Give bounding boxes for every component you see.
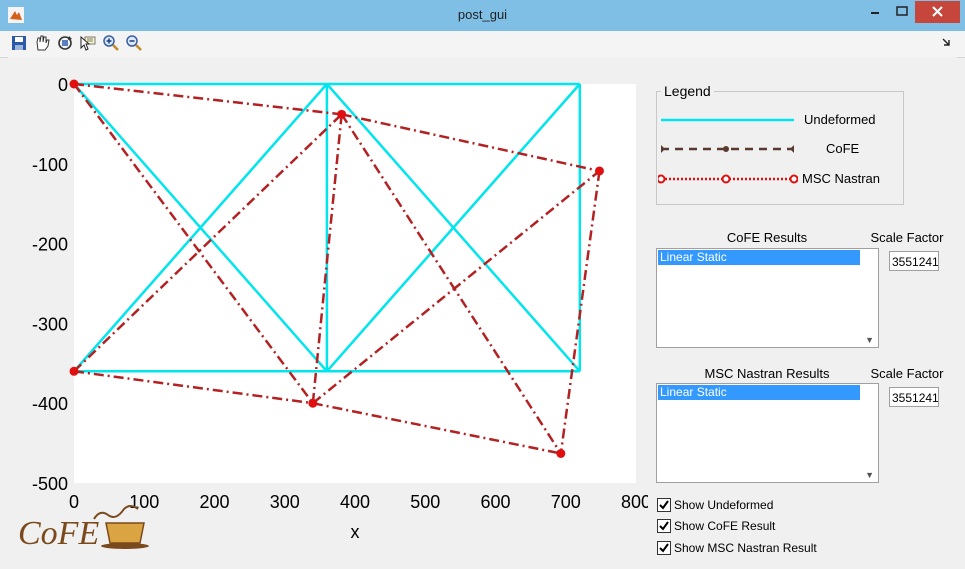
msc-nastran-element-line	[340, 113, 562, 455]
y-tick-label: -400	[32, 394, 68, 414]
msc-nastran-node-marker	[308, 398, 318, 408]
cofe-logo: CoFE	[18, 505, 149, 552]
y-tick-labels: 0 -100 -200 -300 -400 -500	[32, 75, 68, 494]
x-tick-label: 500	[410, 492, 440, 512]
x-tick-label: 0	[69, 492, 79, 512]
x-tick-labels: 0 100 200 300 400 500 600 700 800	[69, 492, 648, 512]
window-title: post_gui	[457, 7, 508, 22]
msc-nastran-element-line	[73, 82, 342, 116]
cofe-scale-label: Scale Factor	[870, 230, 944, 245]
msc-nastran-element-line	[72, 83, 314, 404]
x-tick-label: 200	[199, 492, 229, 512]
show-cofe-checkbox[interactable]	[657, 519, 671, 533]
x-tick-label: 300	[270, 492, 300, 512]
minimize-icon[interactable]	[862, 1, 888, 23]
undeformed-line-icon	[661, 118, 794, 122]
x-tick-label: 100	[129, 492, 159, 512]
msc-nastran-node-marker	[594, 166, 604, 176]
plot-background	[74, 84, 636, 483]
zoom-out-icon[interactable]	[125, 34, 143, 52]
show-cofe-label[interactable]: Show CoFE Result	[674, 519, 776, 533]
title-bar: post_gui	[0, 0, 965, 31]
msc-results-scrollbar[interactable]: ▼	[861, 384, 878, 482]
legend-msc-label: MSC Nastran	[802, 171, 881, 186]
x-tick-label: 700	[551, 492, 581, 512]
scroll-down-icon[interactable]: ▼	[865, 335, 874, 345]
cofe-scale-input[interactable]: 3551241	[889, 251, 939, 271]
maximize-icon[interactable]	[889, 1, 915, 23]
msc-nastran-node-marker	[337, 109, 347, 119]
rotate-icon[interactable]	[56, 34, 74, 52]
msc-nastran-element-line	[312, 401, 562, 455]
legend-undeformed-label: Undeformed	[804, 112, 876, 127]
x-tick-label: 600	[480, 492, 510, 512]
legend-title: Legend	[661, 83, 714, 99]
y-tick-label: -500	[32, 474, 68, 494]
data-cursor-icon[interactable]	[79, 34, 97, 52]
y-tick-label: -300	[32, 314, 68, 334]
msc-nastran-mesh	[69, 79, 604, 458]
show-undeformed-checkbox[interactable]	[657, 498, 671, 512]
msc-nastran-node-marker	[556, 448, 566, 458]
msc-results-list[interactable]: Linear Static ▼	[656, 383, 879, 483]
matlab-icon	[8, 7, 24, 23]
save-icon[interactable]	[10, 34, 28, 52]
cofe-results-list[interactable]: Linear Static ▼	[656, 248, 879, 348]
msc-nastran-element-line	[559, 170, 601, 454]
undeformed-element-line	[325, 83, 581, 373]
saucer-icon	[101, 543, 149, 549]
dock-arrow-icon[interactable]	[940, 36, 952, 48]
pan-icon[interactable]	[33, 34, 51, 52]
legend-panel	[656, 91, 904, 205]
msc-nastran-line-icon	[658, 174, 798, 184]
msc-scale-label: Scale Factor	[870, 366, 944, 381]
scroll-down-icon[interactable]: ▼	[865, 470, 874, 480]
msc-nastran-element-line	[341, 113, 600, 173]
cofe-results-label: CoFE Results	[726, 230, 808, 245]
msc-scale-input[interactable]: 3551241	[889, 387, 939, 407]
cofe-results-scrollbar[interactable]: ▼	[861, 249, 878, 347]
figure-content: 0 -100 -200 -300 -400 -500 0 100 200 300 400 500 60…	[8, 57, 957, 561]
x-axis-label: x	[351, 522, 360, 542]
coffee-cup-icon	[105, 522, 145, 544]
show-undeformed-label[interactable]: Show Undeformed	[674, 498, 774, 512]
msc-nastran-element-line	[73, 113, 343, 373]
plot-axes[interactable]: 0 -100 -200 -300 -400 -500 0 100 200 300 400 500 60…	[8, 57, 648, 561]
zoom-in-icon[interactable]	[102, 34, 120, 52]
msc-results-item[interactable]: Linear Static	[658, 385, 860, 400]
cofe-line-icon	[661, 145, 794, 153]
cofe-logo-text: CoFE	[18, 515, 99, 552]
y-tick-label: -100	[32, 155, 68, 175]
undeformed-mesh	[73, 82, 582, 373]
legend-cofe-label: CoFE	[826, 141, 860, 156]
undeformed-element-line	[73, 83, 328, 373]
y-tick-label: 0	[58, 75, 68, 95]
msc-nastran-node-marker	[69, 79, 79, 89]
show-msc-label[interactable]: Show MSC Nastran Result	[674, 541, 817, 555]
msc-nastran-element-line	[73, 370, 314, 405]
close-icon[interactable]	[915, 1, 960, 23]
msc-results-label: MSC Nastran Results	[704, 366, 830, 381]
show-msc-checkbox[interactable]	[657, 541, 671, 555]
toolbar	[0, 31, 965, 58]
msc-nastran-element-line	[312, 170, 601, 405]
y-tick-label: -200	[32, 235, 68, 255]
cofe-results-item[interactable]: Linear Static	[658, 250, 860, 265]
msc-nastran-node-marker	[69, 366, 79, 376]
x-tick-label: 800	[621, 492, 648, 512]
msc-nastran-element-line	[311, 114, 343, 404]
x-tick-label: 400	[340, 492, 370, 512]
steam-icon	[93, 505, 139, 520]
